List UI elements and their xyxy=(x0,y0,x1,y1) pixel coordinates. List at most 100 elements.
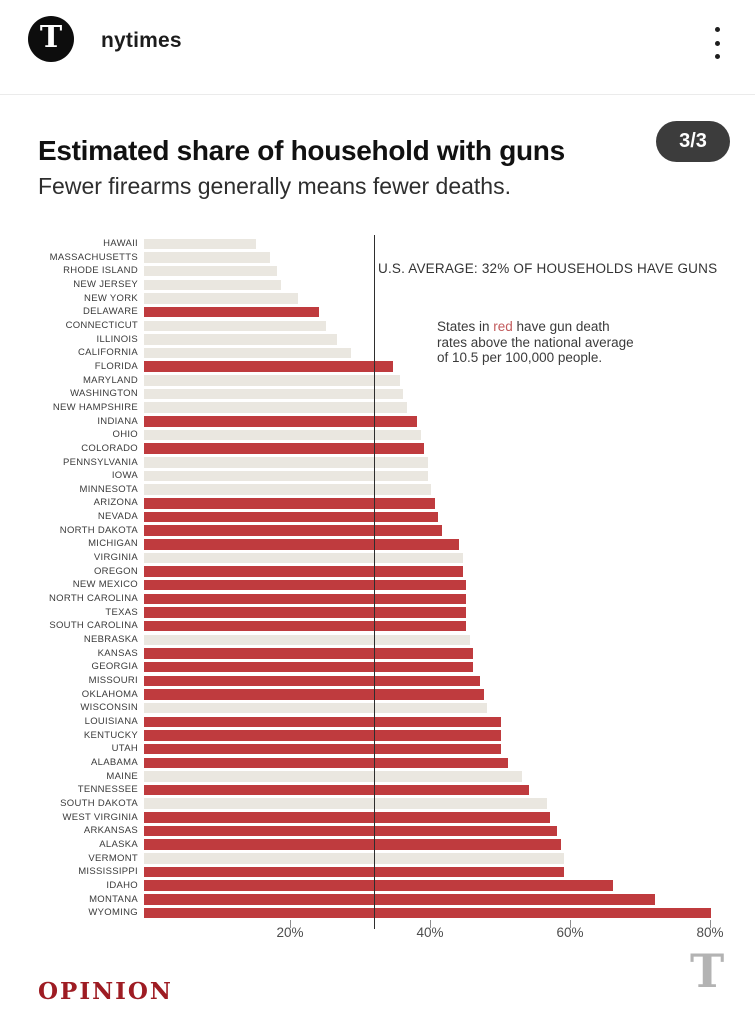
tick-label: 20% xyxy=(276,925,304,940)
chart-row: DELAWARE xyxy=(0,305,755,319)
state-label: TEXAS xyxy=(105,606,138,618)
note-text: have gun death xyxy=(512,319,610,334)
chart-row: WYOMING xyxy=(0,906,755,920)
chart-note: States in red have gun death rates above… xyxy=(437,319,634,366)
state-bar xyxy=(144,798,547,809)
state-bar xyxy=(144,429,421,441)
chart-row: NEVADA xyxy=(0,510,755,524)
state-label: MISSOURI xyxy=(88,675,138,686)
chart-row: ILLINOIS xyxy=(0,333,755,347)
state-bar xyxy=(144,634,470,646)
state-label: OKLAHOMA xyxy=(81,688,138,700)
bar-chart: HAWAII MASSACHUSETTS RHODE ISLAND NEW JERSE… xyxy=(0,235,755,957)
chart-row: PENNSYLVANIA xyxy=(0,456,755,470)
chart-row: MARYLAND xyxy=(0,374,755,388)
chart-row: OREGON xyxy=(0,565,755,579)
state-label: WASHINGTON xyxy=(70,388,138,400)
state-label: OREGON xyxy=(93,565,138,577)
state-bar xyxy=(144,552,463,564)
state-bar xyxy=(144,484,431,495)
state-bar xyxy=(144,607,466,618)
state-label: GEORGIA xyxy=(91,661,138,673)
state-label: NORTH CAROLINA xyxy=(48,593,138,605)
state-label: RHODE ISLAND xyxy=(63,265,138,277)
state-label: NEW HAMPSHIRE xyxy=(52,401,138,413)
chart-row: WISCONSIN xyxy=(0,701,755,715)
state-bar xyxy=(144,853,564,864)
state-label: COLORADO xyxy=(81,442,138,454)
chart-row: COLORADO xyxy=(0,442,755,456)
state-label: NEW YORK xyxy=(84,292,138,304)
state-bar xyxy=(144,894,655,905)
state-bar xyxy=(144,812,550,823)
state-bar xyxy=(144,375,400,386)
chart-row: SOUTH CAROLINA xyxy=(0,619,755,633)
state-label: WISCONSIN xyxy=(80,702,138,714)
avatar[interactable]: T xyxy=(28,16,74,62)
state-bar xyxy=(144,784,529,796)
carousel-page-badge: 3/3 xyxy=(656,121,730,162)
state-label: CALIFORNIA xyxy=(77,347,138,359)
state-bar xyxy=(144,661,473,673)
post-header: T nytimes xyxy=(0,0,755,95)
state-label: NEW MEXICO xyxy=(72,579,138,591)
state-label: VIRGINIA xyxy=(93,552,138,564)
state-label: WYOMING xyxy=(88,907,138,919)
note-highlight-word: red xyxy=(493,319,513,334)
chart-row: HAWAII xyxy=(0,237,755,251)
state-label: IDAHO xyxy=(106,879,138,891)
more-options-button[interactable] xyxy=(707,27,727,59)
state-label: ILLINOIS xyxy=(96,333,138,345)
state-label: NEW JERSEY xyxy=(73,278,138,290)
state-label: ARKANSAS xyxy=(83,825,138,837)
header-divider xyxy=(0,94,755,95)
state-bar xyxy=(144,265,277,277)
state-label: LOUISIANA xyxy=(84,715,138,727)
chart-row: LOUISIANA xyxy=(0,715,755,729)
tick-mark xyxy=(570,920,571,928)
state-label: NEVADA xyxy=(97,511,138,523)
state-label: NEBRASKA xyxy=(83,634,138,646)
chart-row: WEST VIRGINIA xyxy=(0,811,755,825)
state-bar xyxy=(144,238,256,250)
tick-label: 80% xyxy=(696,925,724,940)
kebab-dot-icon xyxy=(714,27,720,32)
state-bar xyxy=(144,347,351,359)
chart-row: IOWA xyxy=(0,469,755,483)
state-label: FLORIDA xyxy=(94,360,138,372)
state-label: ARIZONA xyxy=(93,497,138,509)
state-bar xyxy=(144,416,417,427)
state-bar xyxy=(144,252,270,263)
chart-row: MONTANA xyxy=(0,893,755,907)
chart-row: WASHINGTON xyxy=(0,387,755,401)
state-label: INDIANA xyxy=(97,415,138,427)
state-label: IOWA xyxy=(111,470,138,482)
username-link[interactable]: nytimes xyxy=(101,29,182,52)
chart-row: NORTH CAROLINA xyxy=(0,592,755,606)
chart-row: RHODE ISLAND xyxy=(0,264,755,278)
state-label: ALABAMA xyxy=(91,756,138,768)
state-label: HAWAII xyxy=(103,238,138,249)
state-bar xyxy=(144,306,319,318)
state-bar xyxy=(144,907,711,919)
state-label: MARYLAND xyxy=(82,374,138,386)
state-label: WEST VIRGINIA xyxy=(62,811,138,823)
chart-row: KENTUCKY xyxy=(0,729,755,743)
tick-mark xyxy=(290,920,291,928)
state-bar xyxy=(144,593,466,605)
state-bar xyxy=(144,320,326,332)
chart-row: OHIO xyxy=(0,428,755,442)
tick-mark xyxy=(710,920,711,928)
note-line-1: States in red have gun death xyxy=(437,319,634,335)
state-label: CONNECTICUT xyxy=(65,319,138,331)
chart-row: ALASKA xyxy=(0,838,755,852)
state-label: NORTH DAKOTA xyxy=(59,524,138,536)
nyt-logo-icon: T xyxy=(39,20,63,55)
chart-row: INDIANA xyxy=(0,415,755,429)
chart-row: MINNESOTA xyxy=(0,483,755,497)
note-line-3: of 10.5 per 100,000 people. xyxy=(437,350,603,365)
state-bar xyxy=(144,771,522,782)
chart-row: KANSAS xyxy=(0,647,755,661)
state-label: TENNESSEE xyxy=(77,784,138,796)
state-bar xyxy=(144,539,459,550)
